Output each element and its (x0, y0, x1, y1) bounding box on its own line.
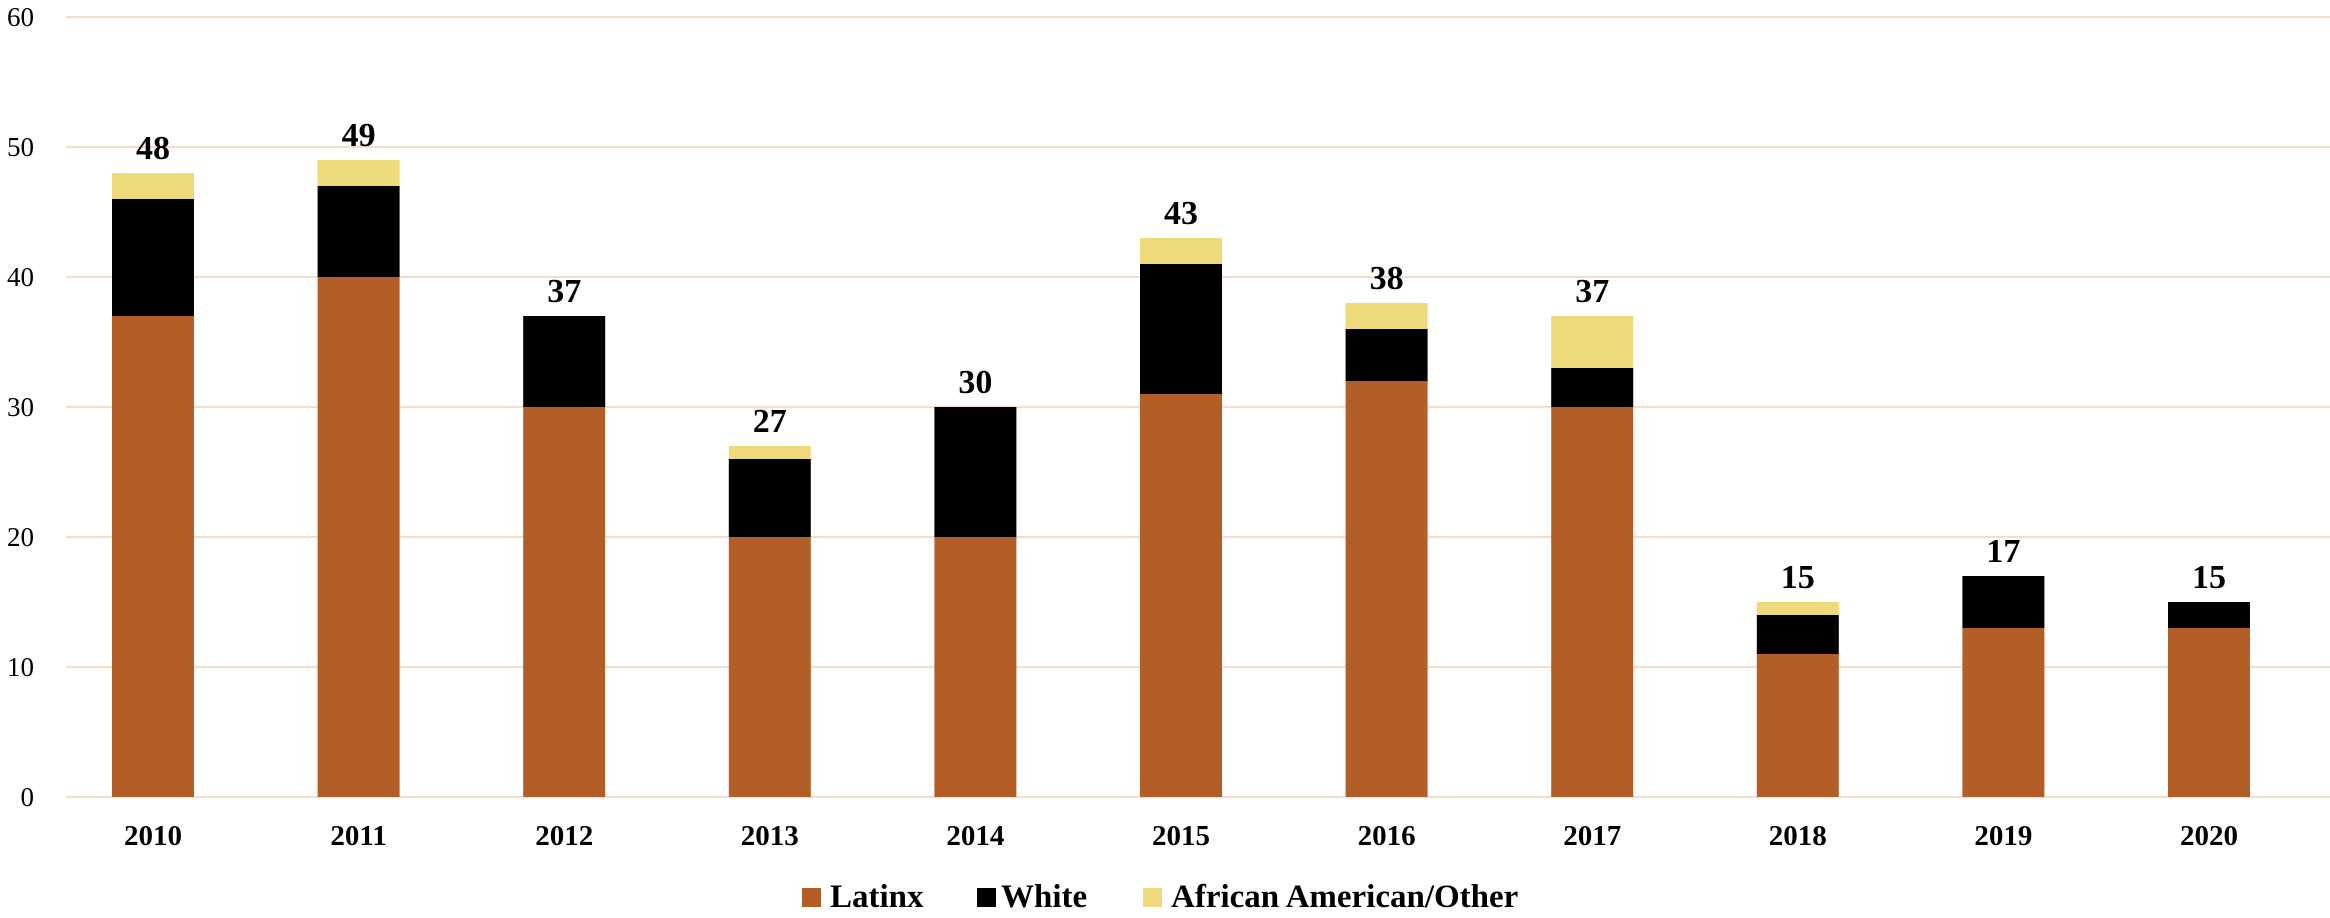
total-label-2013: 27 (753, 403, 787, 440)
y-tick-label: 0 (21, 782, 35, 812)
bar-segment-latinx-2014 (934, 537, 1016, 797)
bar-segment-latinx-2013 (729, 537, 811, 797)
bar-segment-latinx-2012 (523, 407, 605, 797)
x-axis-tick-labels: 2010 2011 2012 2013 2014 2015 2016 2017 2018 2019… (124, 820, 2238, 852)
y-tick-label: 20 (7, 522, 34, 552)
x-tick-label-2011: 2011 (330, 820, 386, 852)
y-axis-tick-labels: 0 10 20 30 40 50 60 (7, 2, 34, 812)
bar-segment-african-american-other-2015 (1140, 238, 1222, 264)
bar-segment-latinx-2020 (2168, 628, 2250, 797)
bar-segment-latinx-2015 (1140, 394, 1222, 797)
total-label-2020: 15 (2192, 559, 2226, 596)
legend-label-latinx: Latinx (830, 879, 924, 915)
y-tick-label: 40 (7, 262, 34, 292)
legend: Latinx White African American/Other (802, 879, 1518, 915)
bar-segment-white-2010 (112, 199, 194, 316)
bar-segment-african-american-other-2017 (1551, 316, 1633, 368)
x-tick-label-2015: 2015 (1152, 820, 1210, 852)
legend-swatch-latinx (802, 888, 821, 907)
bar-segment-latinx-2019 (1962, 628, 2044, 797)
bar-segment-white-2012 (523, 316, 605, 407)
x-tick-label-2018: 2018 (1769, 820, 1827, 852)
bar-segment-white-2014 (934, 407, 1016, 537)
bar-segment-white-2020 (2168, 602, 2250, 628)
total-label-2011: 49 (342, 117, 376, 154)
bar-segment-african-american-other-2010 (112, 173, 194, 199)
bar-segment-african-american-other-2011 (318, 160, 400, 186)
legend-swatch-white (977, 888, 996, 907)
legend-swatch-african-american-other (1143, 888, 1162, 907)
y-tick-label: 30 (7, 392, 34, 422)
total-label-2015: 43 (1164, 195, 1198, 232)
bar-segment-latinx-2016 (1346, 381, 1428, 797)
total-label-2010: 48 (136, 130, 170, 167)
bar-segment-white-2018 (1757, 615, 1839, 654)
bar-segment-latinx-2011 (318, 277, 400, 797)
bar-segment-latinx-2018 (1757, 654, 1839, 797)
total-label-2017: 37 (1575, 273, 1609, 310)
x-tick-label-2017: 2017 (1563, 820, 1621, 852)
x-tick-label-2012: 2012 (535, 820, 593, 852)
bar-segment-white-2017 (1551, 368, 1633, 407)
legend-label-white: White (1001, 879, 1087, 915)
x-tick-label-2013: 2013 (741, 820, 799, 852)
bar-segment-white-2013 (729, 459, 811, 537)
bar-segment-white-2015 (1140, 264, 1222, 394)
bar-segment-white-2011 (318, 186, 400, 277)
total-label-2016: 38 (1370, 260, 1404, 297)
y-tick-label: 50 (7, 132, 34, 162)
total-label-2012: 37 (547, 273, 581, 310)
x-tick-label-2016: 2016 (1358, 820, 1416, 852)
total-label-2018: 15 (1781, 559, 1815, 596)
bars (112, 160, 2250, 797)
x-tick-label-2010: 2010 (124, 820, 182, 852)
bar-segment-white-2019 (1962, 576, 2044, 628)
bar-segment-white-2016 (1346, 329, 1428, 381)
bar-segment-african-american-other-2016 (1346, 303, 1428, 329)
bar-segment-latinx-2017 (1551, 407, 1633, 797)
y-tick-label: 60 (7, 2, 34, 32)
total-label-2014: 30 (958, 364, 992, 401)
x-tick-label-2014: 2014 (946, 820, 1004, 852)
bar-segment-african-american-other-2013 (729, 446, 811, 459)
bar-segment-african-american-other-2018 (1757, 602, 1839, 615)
x-tick-label-2020: 2020 (2180, 820, 2238, 852)
y-tick-label: 10 (7, 652, 34, 682)
legend-label-african-american-other: African American/Other (1171, 879, 1518, 915)
bar-segment-latinx-2010 (112, 316, 194, 797)
total-label-2019: 17 (1986, 533, 2020, 570)
x-tick-label-2019: 2019 (1974, 820, 2032, 852)
